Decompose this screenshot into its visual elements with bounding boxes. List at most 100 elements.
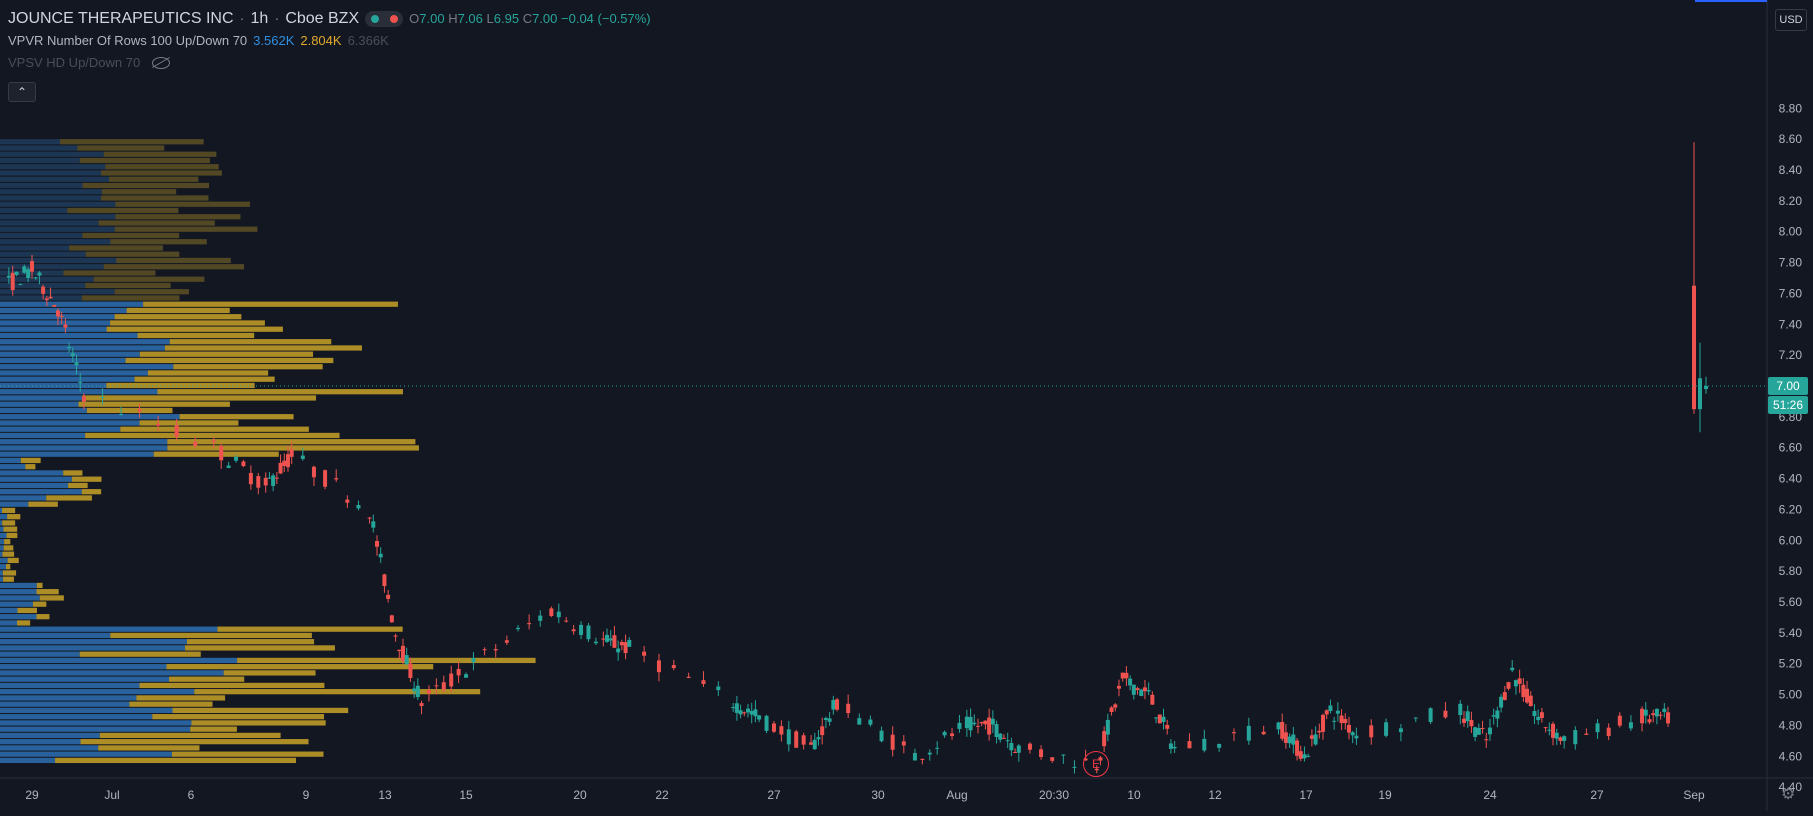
settings-gear-icon[interactable]: ⚙: [1781, 786, 1796, 803]
vp-down-bar: [169, 339, 332, 345]
candle-body: [70, 353, 75, 357]
candle-body: [745, 708, 750, 713]
vp-up-bar: [0, 601, 33, 607]
candle-body: [987, 717, 992, 735]
vp-down-bar: [25, 464, 36, 470]
candle-body: [1261, 731, 1266, 735]
vp-up-bar: [0, 301, 144, 307]
candle-body: [48, 296, 53, 299]
candle-body: [1283, 732, 1288, 743]
vp-down-bar: [7, 514, 21, 520]
candle-body: [1061, 754, 1066, 756]
candle-body: [1142, 687, 1147, 692]
vp-up-bar: [0, 251, 86, 257]
candle-body: [334, 478, 339, 480]
vp-up-bar: [0, 532, 7, 539]
candle-body: [241, 461, 246, 467]
candle-body: [623, 642, 628, 654]
vp-down-bar: [79, 157, 210, 164]
candle-body: [300, 455, 305, 459]
candle-body: [1513, 680, 1518, 687]
vp-down-bar: [3, 526, 18, 532]
hidden-eye-icon[interactable]: [152, 57, 171, 69]
time-tick-label: Aug: [946, 788, 967, 802]
candle-body: [456, 668, 461, 676]
exchange: Cboe BZX: [285, 10, 360, 27]
vp-up-bar: [0, 370, 148, 376]
vp-down-bar: [63, 470, 83, 476]
vp-down-bar: [67, 207, 179, 214]
candle-body: [1039, 749, 1044, 758]
time-tick-label: 10: [1127, 788, 1141, 802]
collapse-legend-button[interactable]: ⌃: [8, 82, 36, 102]
low-label: L: [486, 11, 494, 26]
candle-body: [942, 731, 947, 736]
vpvr-total-volume: 6.366K: [347, 33, 389, 48]
close-label: C: [522, 11, 533, 26]
vp-up-bar: [0, 582, 37, 589]
candle-body: [827, 718, 832, 722]
candle-body: [1469, 720, 1474, 727]
vp-up-bar: [0, 395, 83, 401]
candle-body: [835, 699, 840, 710]
vp-down-bar: [223, 670, 316, 676]
candle-body: [323, 470, 328, 487]
candle-body: [612, 635, 617, 648]
earnings-marker-icon[interactable]: E: [1083, 751, 1109, 777]
candle-body: [586, 625, 591, 640]
interval[interactable]: 1h: [250, 10, 269, 27]
vp-down-bar: [98, 220, 215, 226]
candle-body: [1332, 720, 1337, 722]
candle-body: [248, 472, 253, 485]
vp-up-bar: [0, 401, 79, 407]
candle-body: [1120, 672, 1125, 679]
time-tick-label: 17: [1299, 788, 1313, 802]
vp-up-bar: [0, 651, 80, 657]
vp-down-bar: [136, 695, 226, 701]
time-tick-label: 20: [573, 788, 587, 802]
candle-body: [950, 733, 955, 737]
candle-body: [846, 703, 851, 714]
vp-up-bar: [0, 439, 168, 445]
vp-up-bar: [0, 289, 115, 295]
vp-up-bar: [0, 345, 165, 351]
market-status-toggle[interactable]: [365, 11, 404, 27]
candle-body: [1287, 736, 1292, 744]
candle-body: [1005, 740, 1010, 742]
vp-up-bar: [0, 264, 104, 270]
candle-body: [1050, 757, 1055, 761]
candle-body: [1506, 682, 1511, 689]
vp-up-bar: [0, 426, 121, 432]
candle-body: [375, 540, 380, 547]
countdown-badge: [1768, 396, 1808, 414]
price-tick-label: 4.80: [1779, 718, 1803, 732]
vp-up-bar: [0, 201, 116, 207]
vpsv-indicator[interactable]: VPSV HD Up/Down 70: [8, 52, 651, 74]
vpvr-indicator[interactable]: VPVR Number Of Rows 100 Up/Down 70 3.562…: [8, 30, 651, 52]
vp-up-bar: [0, 739, 81, 745]
candle-body: [1539, 712, 1544, 719]
time-tick-label: 19: [1378, 788, 1392, 802]
candle-body: [1317, 730, 1322, 733]
candle-body: [1658, 714, 1663, 716]
candle-body: [1558, 737, 1563, 741]
candle-body: [1491, 715, 1496, 717]
time-tick-label: 9: [303, 788, 310, 802]
currency-label[interactable]: USD: [1775, 9, 1807, 31]
vp-down-bar: [101, 170, 222, 176]
candle-body: [1487, 727, 1492, 735]
candle-body: [1517, 678, 1522, 684]
time-tick-label: Jul: [104, 788, 119, 802]
volume-profile: [0, 139, 536, 764]
symbol-name[interactable]: JOUNCE THERAPEUTICS INC: [8, 10, 234, 27]
vp-up-bar: [0, 470, 64, 476]
vp-up-bar: [0, 214, 116, 220]
vpsv-label: VPSV HD Up/Down 70: [8, 55, 141, 70]
price-tick-label: 4.60: [1779, 749, 1803, 763]
open-value: 7.00: [419, 11, 445, 26]
vp-down-bar: [114, 314, 242, 320]
candle-body: [1476, 727, 1481, 735]
